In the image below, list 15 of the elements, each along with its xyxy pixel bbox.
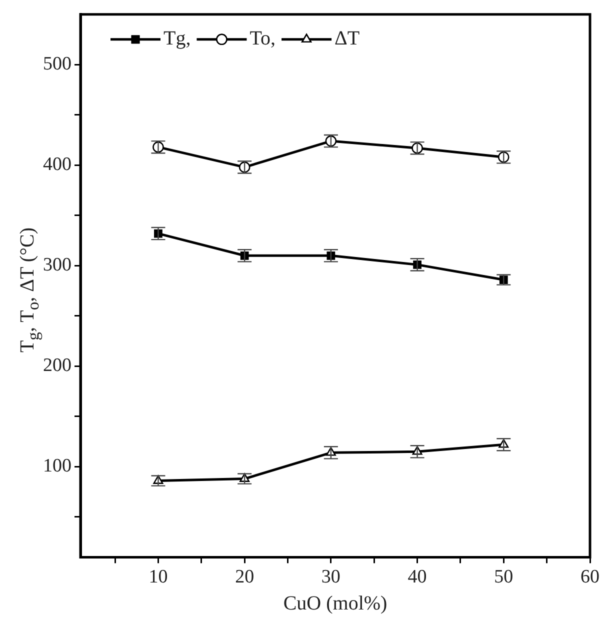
y-tick-label: 100 xyxy=(43,456,72,477)
x-tick-label: 50 xyxy=(494,566,514,588)
y-tick-label: 300 xyxy=(43,254,72,276)
legend-label: Tg, xyxy=(164,28,191,50)
y-tick-label: 500 xyxy=(43,54,72,75)
legend-label: ΔT xyxy=(334,28,360,50)
x-axis-title: CuO (mol%) xyxy=(283,592,388,614)
x-tick-label: 60 xyxy=(580,566,600,588)
x-tick-label: 20 xyxy=(235,566,254,588)
y-tick-label: 400 xyxy=(43,154,72,176)
x-tick-label: 40 xyxy=(408,566,427,588)
y-tick-label: 200 xyxy=(43,355,72,376)
legend-label: To, xyxy=(250,28,276,50)
x-tick-label: 30 xyxy=(321,566,340,588)
x-tick-label: 10 xyxy=(148,566,168,588)
